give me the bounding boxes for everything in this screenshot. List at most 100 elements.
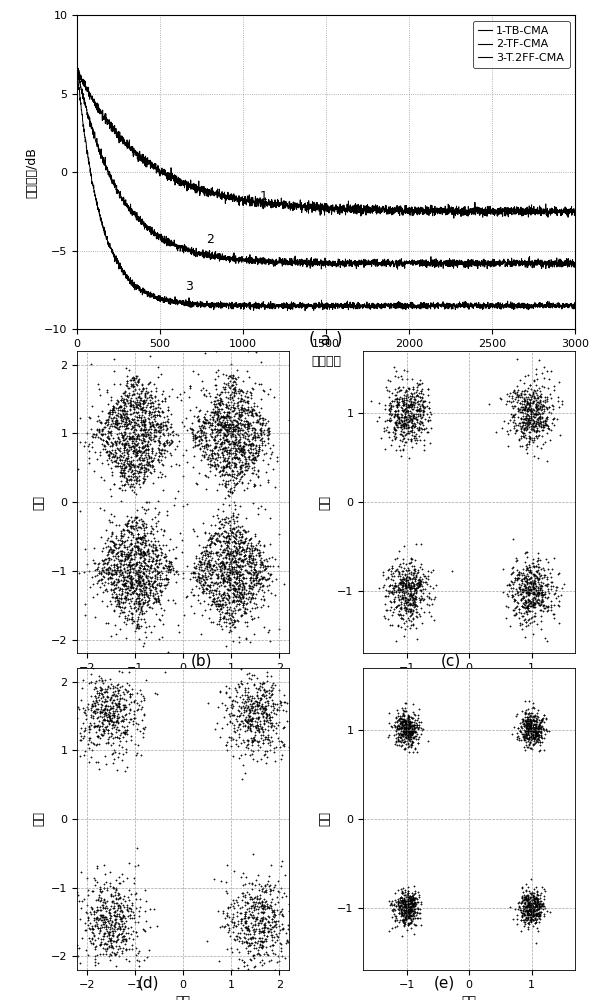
Point [136, 578, 145, 594]
Point [121, 744, 130, 760]
Point [396, 581, 405, 597]
Point [238, 590, 248, 606]
Point [114, 916, 123, 932]
Point [221, 432, 230, 448]
Point [232, 547, 241, 563]
Point [248, 401, 258, 417]
Point [151, 541, 161, 557]
Point [234, 629, 244, 645]
Point [134, 468, 144, 484]
Point [127, 462, 136, 478]
Point [97, 436, 106, 452]
Point [98, 916, 108, 932]
Point [228, 693, 237, 709]
Point [94, 696, 103, 712]
Point [532, 423, 541, 439]
Point [522, 574, 532, 590]
Point [406, 604, 415, 620]
Point [405, 888, 415, 904]
Point [216, 574, 225, 590]
Point [264, 710, 274, 726]
Point [396, 715, 405, 731]
Point [241, 582, 250, 598]
Point [417, 409, 426, 425]
Point [111, 724, 121, 740]
Point [521, 614, 530, 630]
Point [258, 415, 267, 431]
Point [117, 533, 126, 549]
Point [222, 716, 232, 732]
Point [110, 912, 120, 928]
Point [399, 397, 409, 413]
Point [235, 422, 244, 438]
Point [216, 516, 226, 532]
Point [396, 890, 405, 906]
Point [251, 568, 261, 584]
Point [402, 905, 412, 921]
Point [403, 922, 412, 938]
Point [544, 380, 553, 396]
Point [135, 542, 145, 558]
Point [415, 574, 425, 590]
Point [129, 579, 138, 595]
Point [393, 415, 403, 431]
Point [530, 388, 539, 404]
Point [240, 388, 250, 404]
Point [116, 447, 125, 463]
Point [390, 580, 399, 596]
Point [249, 455, 259, 471]
Point [207, 567, 216, 583]
Point [146, 557, 155, 573]
Point [394, 415, 404, 431]
Point [503, 586, 512, 602]
Point [522, 887, 532, 903]
Point [527, 895, 537, 911]
Point [122, 387, 131, 403]
Point [174, 624, 184, 640]
Point [243, 383, 252, 399]
Point [393, 409, 403, 425]
Point [135, 575, 145, 591]
Point [400, 725, 410, 741]
Point [127, 476, 137, 492]
Point [260, 916, 269, 932]
Point [228, 696, 237, 712]
Point [525, 391, 534, 407]
Point [509, 407, 519, 423]
Point [255, 421, 264, 437]
Point [237, 581, 247, 597]
Point [247, 904, 257, 920]
Point [91, 892, 100, 908]
Point [138, 432, 148, 448]
Point [413, 884, 423, 900]
Point [387, 393, 397, 409]
Point [130, 565, 140, 581]
Point [129, 401, 138, 417]
Point [140, 614, 149, 630]
Point [258, 569, 267, 585]
Point [125, 570, 135, 586]
Point [98, 553, 107, 569]
Point [228, 585, 238, 601]
Point [540, 908, 549, 924]
Point [114, 948, 124, 964]
Point [524, 584, 533, 600]
Point [394, 900, 403, 916]
Point [526, 582, 535, 598]
Point [139, 450, 149, 466]
Point [522, 711, 531, 727]
Point [393, 708, 402, 724]
Point [200, 409, 209, 425]
Point [111, 536, 121, 552]
Point [528, 902, 538, 918]
Text: (d): (d) [138, 976, 159, 991]
Point [123, 573, 132, 589]
Point [532, 616, 541, 632]
Point [224, 595, 234, 611]
Point [134, 472, 144, 488]
Point [513, 595, 522, 611]
Point [539, 722, 549, 738]
Point [536, 714, 546, 730]
Point [256, 698, 266, 714]
Point [261, 683, 270, 699]
